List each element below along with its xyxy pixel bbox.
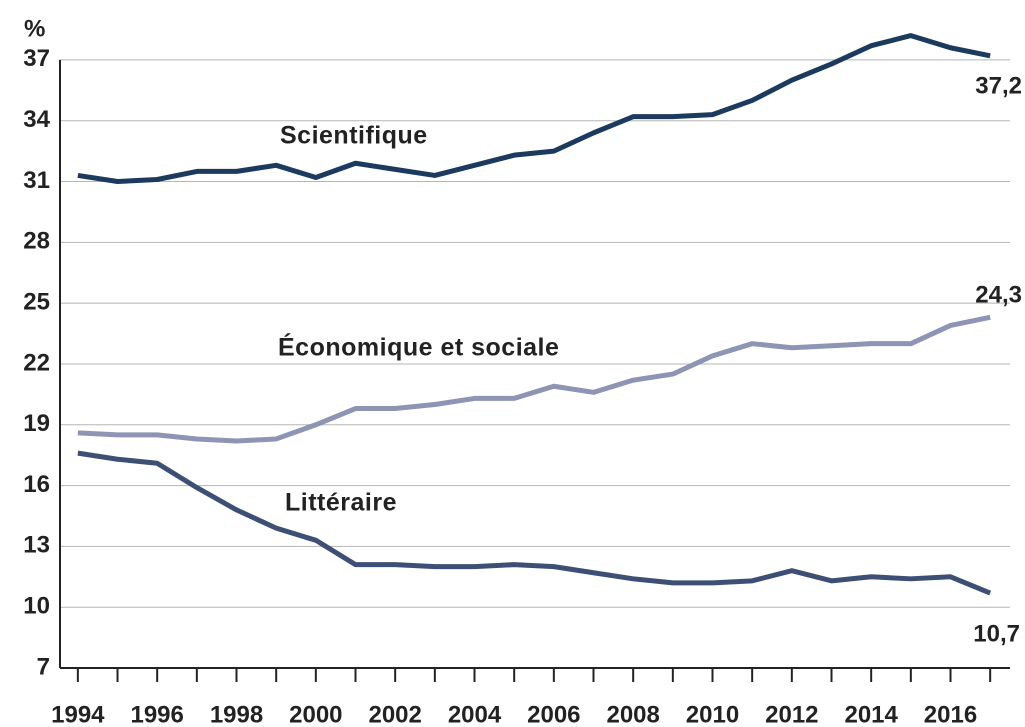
value-label: 24,3 [975,281,1022,308]
x-tick-label: 2010 [686,701,739,727]
series-label: Littéraire [285,489,397,517]
y-tick-label: 22 [23,349,50,376]
y-unit: % [24,15,45,42]
value-label: 10,7 [973,620,1020,647]
series-label: Scientifique [280,122,428,150]
x-tick-label: 2008 [606,701,659,727]
x-tick-label: 2000 [289,701,342,727]
series-line [77,314,991,444]
y-tick-label: 25 [23,288,50,315]
y-tick-label: 16 [23,471,50,498]
x-tick-label: 1998 [210,701,263,727]
series-label: Économique et sociale [278,333,559,362]
x-tick-label: 1996 [130,701,183,727]
x-tick-label: 2006 [527,701,580,727]
x-tick-label: 2002 [368,701,421,727]
x-tick-label: 2016 [924,701,977,727]
y-tick-label: 7 [37,653,50,680]
series-line [77,450,992,596]
y-tick-label: 34 [23,106,50,133]
series-line [77,33,991,185]
value-label: 37,2 [975,72,1022,99]
y-tick-label: 28 [23,228,50,255]
y-tick-label: 19 [23,410,50,437]
x-tick-label: 2014 [844,701,898,727]
y-tick-label: 10 [23,593,50,620]
x-tick-label: 2004 [448,701,502,727]
y-tick-label: 13 [23,532,50,559]
x-tick-label: 1994 [51,701,105,727]
y-tick-label: 31 [23,167,50,194]
x-tick-label: 2012 [765,701,818,727]
y-tick-label: 37 [23,45,50,72]
